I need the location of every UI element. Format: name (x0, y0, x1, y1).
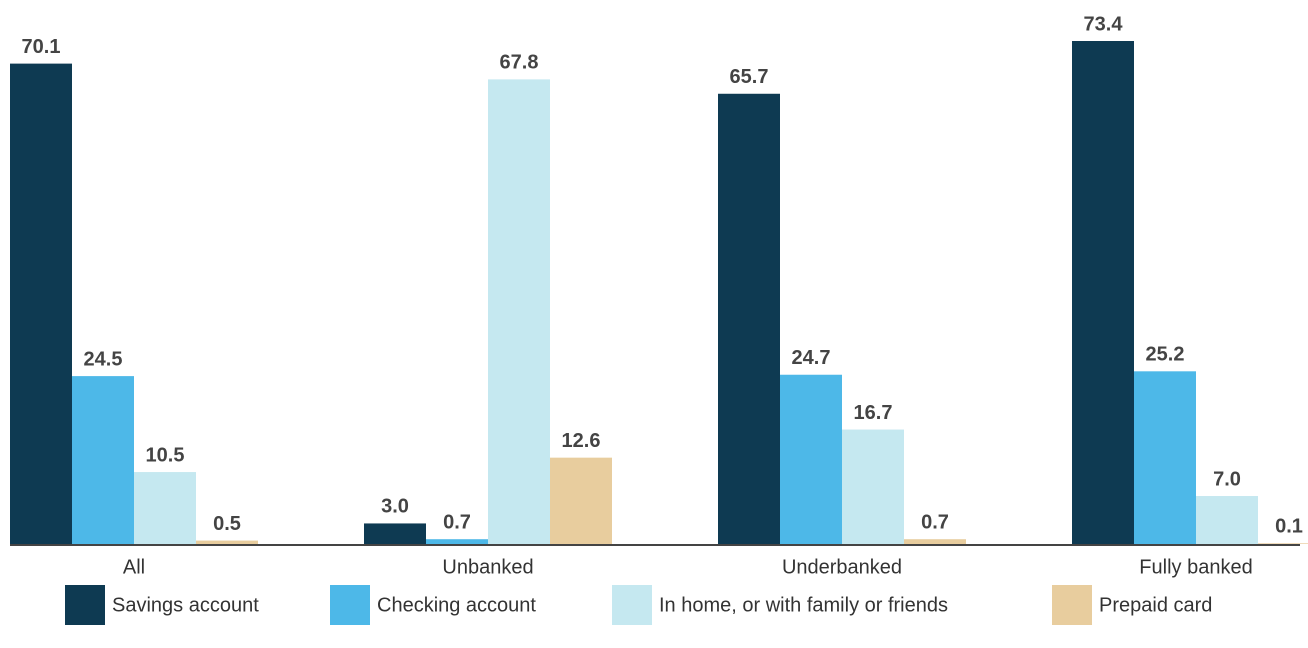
bar (1258, 543, 1308, 544)
bar (364, 523, 426, 544)
bar (1134, 371, 1196, 544)
value-label: 7.0 (1213, 468, 1241, 490)
legend-swatch (330, 585, 370, 625)
x-tick-label: Underbanked (782, 556, 902, 578)
legend-swatch (65, 585, 105, 625)
legend-label: Prepaid card (1099, 594, 1212, 616)
bar (196, 540, 258, 544)
legend-swatch (1052, 585, 1092, 625)
value-label: 25.2 (1146, 344, 1185, 366)
value-label: 73.4 (1084, 13, 1124, 35)
value-label: 67.8 (500, 52, 539, 74)
legend-label: Savings account (112, 594, 259, 616)
value-label: 0.7 (921, 511, 949, 533)
value-label: 0.1 (1275, 516, 1303, 538)
bar (780, 374, 842, 544)
value-label: 70.1 (22, 36, 61, 58)
bar (904, 539, 966, 544)
value-label: 24.5 (84, 348, 123, 370)
bar (488, 79, 550, 544)
value-label: 65.7 (730, 66, 769, 88)
bar (1196, 496, 1258, 544)
bar (10, 63, 72, 544)
value-label: 3.0 (381, 496, 409, 518)
bar (1072, 41, 1134, 544)
legend-label: In home, or with family or friends (659, 594, 948, 616)
legend-label: Checking account (377, 594, 536, 616)
bar (550, 457, 612, 544)
bar (134, 472, 196, 544)
x-tick-label: Unbanked (442, 556, 533, 578)
bar (72, 376, 134, 544)
value-label: 12.6 (562, 430, 601, 452)
value-label: 16.7 (854, 402, 893, 424)
bar (718, 93, 780, 544)
legend-swatch (612, 585, 652, 625)
value-label: 10.5 (146, 444, 185, 466)
value-label: 24.7 (792, 347, 831, 369)
value-label: 0.7 (443, 511, 471, 533)
x-tick-label: All (123, 556, 145, 578)
bar (842, 429, 904, 544)
x-tick-label: Fully banked (1139, 556, 1252, 578)
bar (426, 539, 488, 544)
value-label: 0.5 (213, 513, 241, 535)
